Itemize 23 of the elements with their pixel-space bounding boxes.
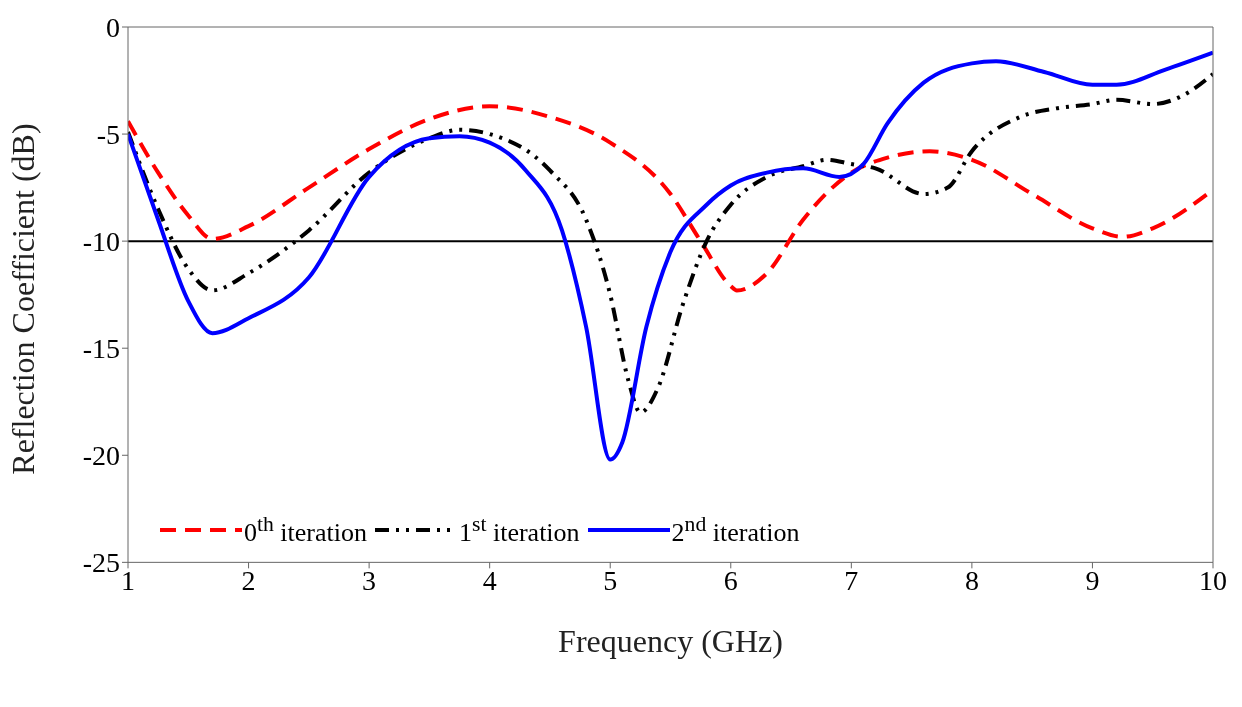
legend-label: 0$^{th}$ iteration <box>244 512 367 548</box>
y-axis-title: Reflection Coefficient (dB) <box>5 123 42 475</box>
x-tick-label: 1 <box>121 565 135 597</box>
x-tick-label: 9 <box>1085 565 1100 597</box>
y-tick-label: -5 <box>96 119 120 151</box>
x-tick-label: 5 <box>603 565 618 597</box>
x-axis-title: Frequency (GHz) <box>558 623 783 660</box>
x-tick-label: 7 <box>844 565 859 597</box>
line-series <box>128 50 1213 462</box>
y-tick-label: -25 <box>82 547 120 579</box>
line-series <box>128 72 1213 415</box>
y-tick-label: -10 <box>82 226 120 258</box>
x-tick-label: 3 <box>362 565 377 597</box>
x-tick-label: 2 <box>241 565 256 597</box>
y-tick-label: -15 <box>82 333 120 365</box>
x-tick-label: 8 <box>964 565 979 597</box>
y-tick-label: -20 <box>82 440 120 472</box>
x-tick-label: 4 <box>482 565 497 597</box>
y-tick-label: 0 <box>106 11 120 43</box>
x-tick-label: 6 <box>723 565 738 597</box>
legend-label: 2$^{nd}$ iteration <box>671 512 800 548</box>
legend-label: 1$^{st}$ iteration <box>459 512 580 548</box>
x-tick-label: 10 <box>1199 565 1227 597</box>
